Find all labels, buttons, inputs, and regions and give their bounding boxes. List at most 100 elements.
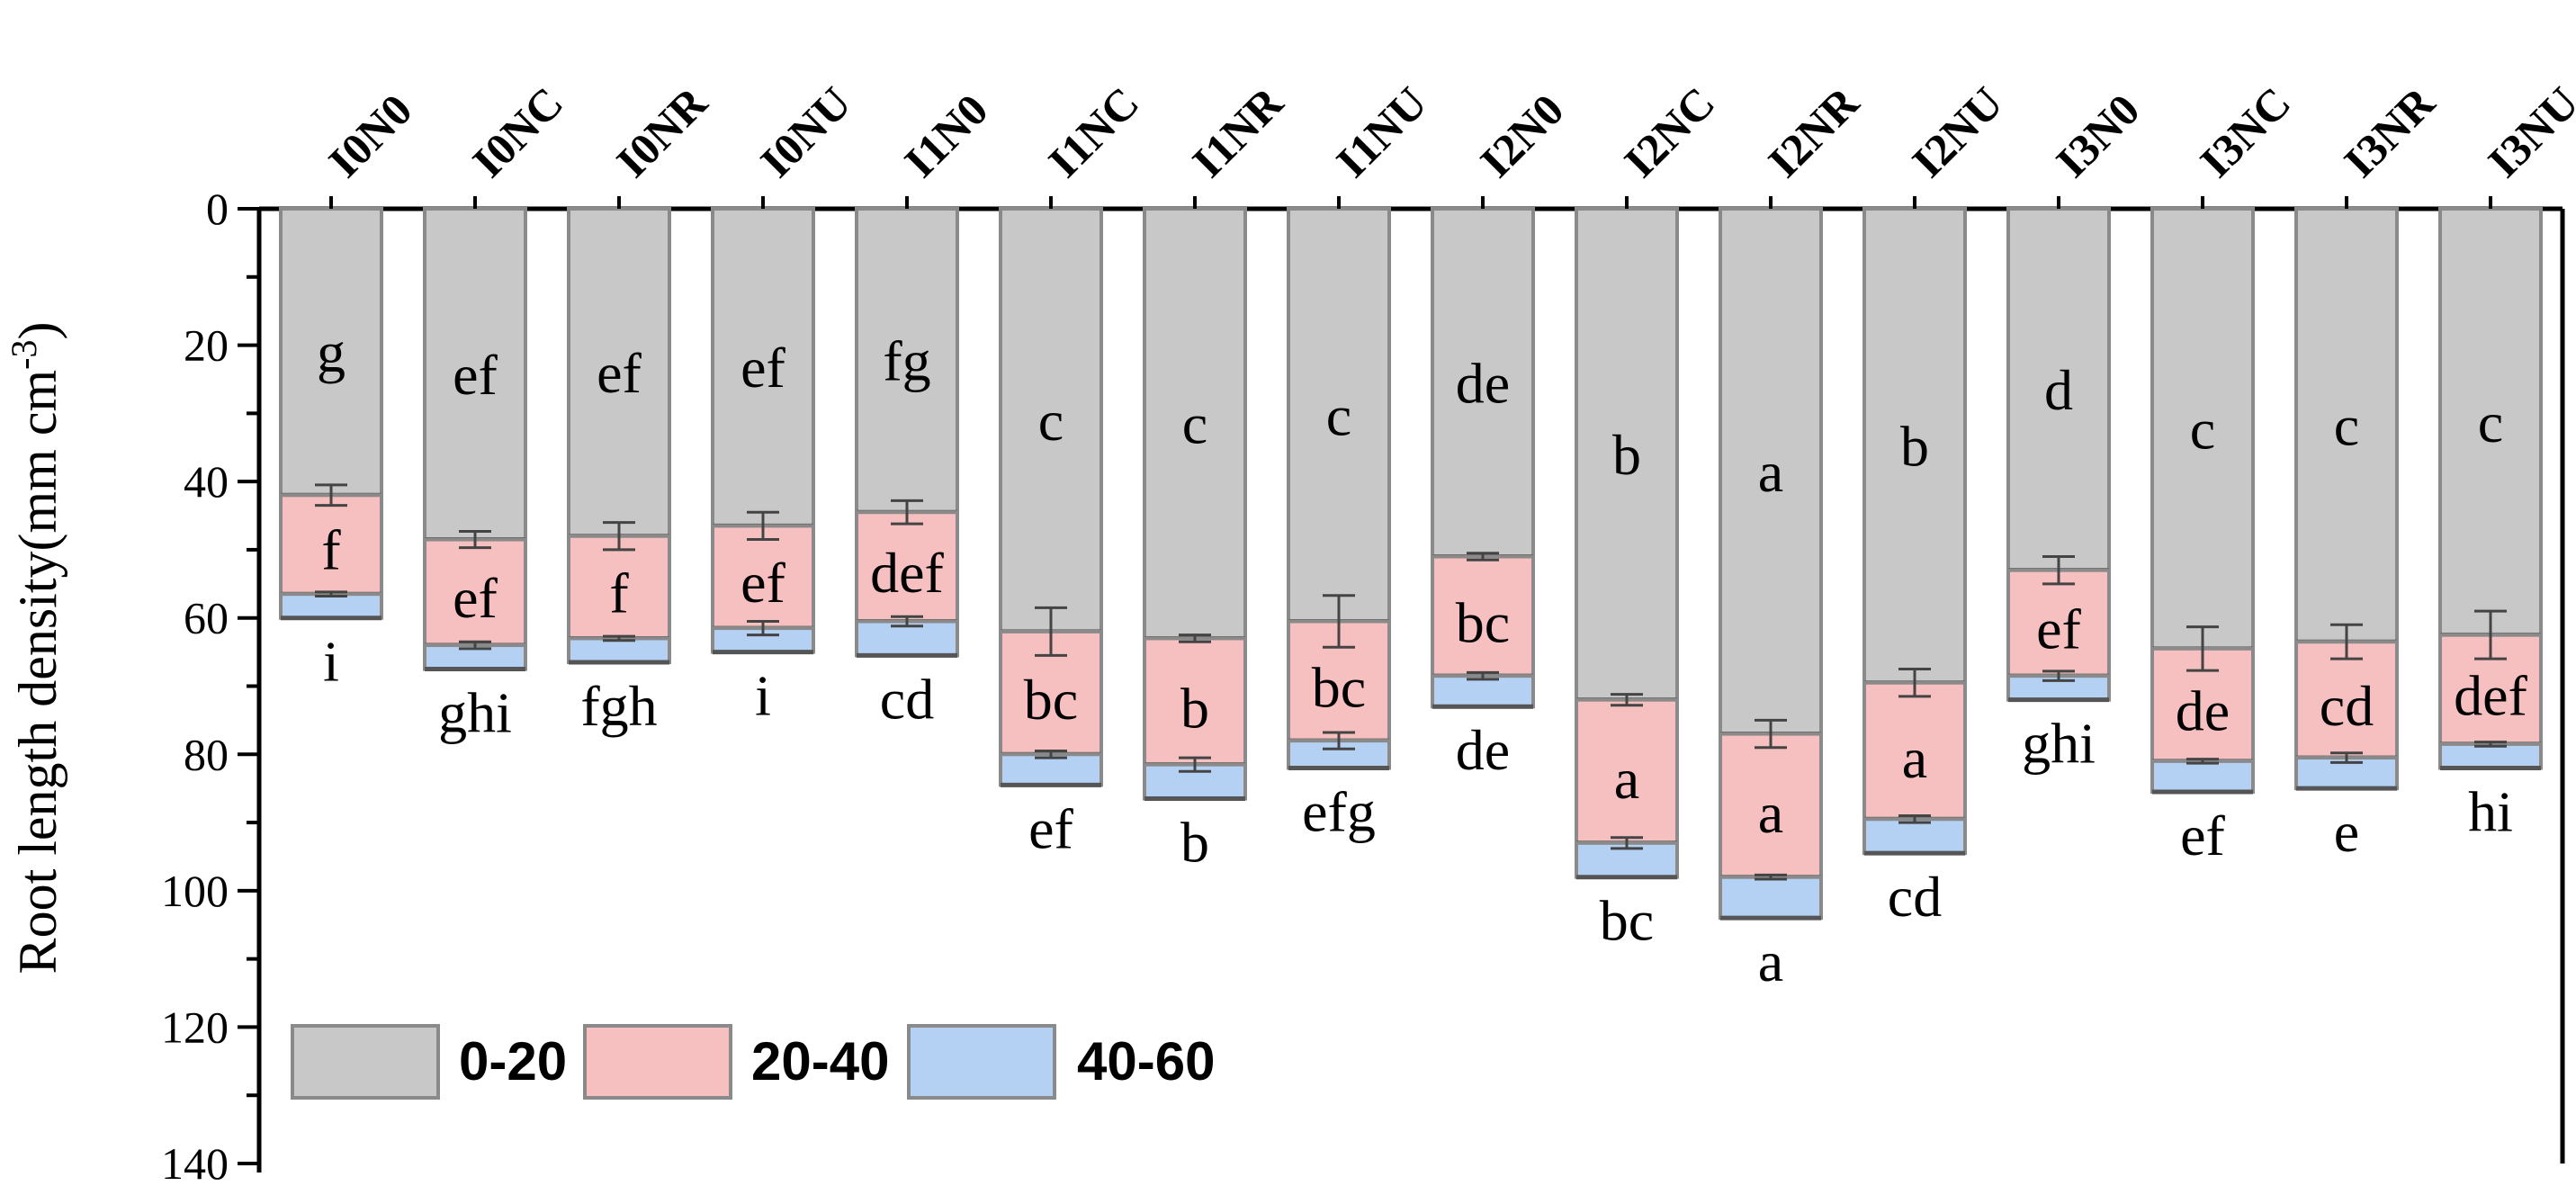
bars-group xyxy=(279,207,2543,921)
bar-segment-0-20 xyxy=(1575,207,1679,702)
significance-letter-20-40: ef xyxy=(740,551,785,615)
bar-segment-0-20 xyxy=(1431,207,1535,559)
y-tick-label: 100 xyxy=(161,866,229,916)
legend-swatch-40-60 xyxy=(907,1024,1056,1100)
bar-segment-40-60 xyxy=(1862,817,1967,856)
x-tick-label: I3NR xyxy=(2334,76,2445,187)
significance-letter-0-20: ef xyxy=(597,341,642,405)
significance-letter-20-40: bc xyxy=(1456,590,1510,654)
y-axis-title-suffix: ) xyxy=(8,322,67,340)
legend-swatch-0-20 xyxy=(291,1024,440,1100)
significance-letter-0-20: b xyxy=(1900,414,1929,478)
significance-letter-0-20: fg xyxy=(883,329,930,393)
significance-letter-40-60: de xyxy=(1456,718,1510,782)
y-tick-label: 0 xyxy=(206,184,229,234)
significance-letter-0-20: c xyxy=(1182,392,1207,456)
x-tick-label: I0NR xyxy=(606,76,717,187)
error-bars-group xyxy=(315,483,2507,881)
bar-segment-20-40 xyxy=(855,510,959,624)
significance-letters-group: gfiefefghiefffghefefifgdefcdcbcefcbbcbce… xyxy=(317,320,2528,993)
significance-letter-20-40: f xyxy=(321,518,341,582)
significance-letter-40-60: ghi xyxy=(2022,712,2096,776)
bar-segment-20-40 xyxy=(1719,732,1823,879)
x-tick-label: I1NU xyxy=(1326,77,1436,187)
y-tick-label: 80 xyxy=(184,729,229,779)
significance-letter-0-20: c xyxy=(2190,397,2215,461)
significance-letter-40-60: e xyxy=(2334,800,2359,864)
y-tick-label: 60 xyxy=(184,593,229,643)
significance-letter-40-60: efg xyxy=(1302,779,1376,843)
significance-letter-0-20: ef xyxy=(740,336,785,400)
x-tick-label: I0NC xyxy=(462,77,572,187)
significance-letter-20-40: f xyxy=(609,561,629,624)
y-tick-label: 140 xyxy=(161,1138,229,1186)
significance-letter-0-20: d xyxy=(2044,358,2073,422)
significance-letter-40-60: i xyxy=(323,630,339,694)
significance-letter-20-40: a xyxy=(1758,781,1783,845)
significance-letter-20-40: de xyxy=(2176,679,2230,743)
significance-letter-0-20: g xyxy=(317,320,346,384)
significance-letter-40-60: ef xyxy=(1028,796,1073,860)
x-axis: I0N0 I0NC I0NR I0NU I1N0 I1NC I1NR I1NU I2N0 I2NC… xyxy=(319,76,2576,209)
significance-letter-20-40: ef xyxy=(453,566,498,630)
bar-segment-20-40 xyxy=(2294,640,2399,760)
significance-letter-40-60: cd xyxy=(880,667,934,731)
significance-letter-20-40: cd xyxy=(2320,674,2374,738)
bar-segment-0-20 xyxy=(2294,207,2399,644)
y-tick-label: 40 xyxy=(184,456,229,507)
bar-segment-0-20 xyxy=(1719,207,1823,736)
significance-letter-0-20: ef xyxy=(453,343,498,407)
significance-letter-20-40: def xyxy=(870,541,944,605)
significance-letter-40-60: hi xyxy=(2468,779,2513,843)
bar-segment-0-20 xyxy=(1862,207,1967,685)
bar-segment-0-20 xyxy=(855,207,959,515)
x-tick-label: I2N0 xyxy=(1470,85,1573,187)
x-tick-label: I3N0 xyxy=(2046,85,2149,187)
x-tick-label: I1NR xyxy=(1182,76,1293,187)
legend-label-0-20: 0-20 xyxy=(459,1031,567,1092)
bar-segment-0-20 xyxy=(999,207,1103,633)
bar-segment-20-40 xyxy=(423,537,527,648)
bar-segment-40-60 xyxy=(2150,759,2255,794)
significance-letter-0-20: c xyxy=(2334,394,2359,458)
significance-letter-20-40: bc xyxy=(1024,668,1078,732)
y-axis: 0 20 40 60 80 100 120 140 xyxy=(161,184,259,1186)
bar-segment-0-20 xyxy=(711,207,815,528)
significance-letter-0-20: b xyxy=(1612,423,1641,487)
x-tick-label: I2NC xyxy=(1614,77,1724,187)
significance-letter-20-40: a xyxy=(1614,747,1639,811)
significance-letter-40-60: fgh xyxy=(580,674,657,738)
significance-letter-40-60: cd xyxy=(1888,865,1942,929)
legend-label-40-60: 40-60 xyxy=(1077,1031,1215,1092)
significance-letter-20-40: bc xyxy=(1312,655,1366,719)
legend-swatch-20-40 xyxy=(583,1024,732,1100)
significance-letter-40-60: ghi xyxy=(438,681,512,745)
x-tick-label: I2NR xyxy=(1758,76,1869,187)
y-tick-label: 20 xyxy=(184,320,229,371)
y-axis-title-main: Root length density(mm cm xyxy=(8,370,67,975)
significance-letter-0-20: a xyxy=(1758,440,1783,504)
bar-segment-40-60 xyxy=(1719,875,1823,921)
bar-segment-20-40 xyxy=(1862,680,1967,822)
bar-segment-40-60 xyxy=(2438,741,2543,770)
x-tick-label: I3NC xyxy=(2190,77,2300,187)
x-tick-label: I1N0 xyxy=(894,85,997,187)
significance-letter-0-20: c xyxy=(1038,389,1064,453)
significance-letter-40-60: a xyxy=(1758,930,1783,993)
bar-segment-40-60 xyxy=(567,636,671,664)
y-tick-label: 120 xyxy=(161,1002,229,1052)
significance-letter-20-40: a xyxy=(1902,726,1927,790)
x-tick-label: I0NU xyxy=(750,77,860,187)
significance-letter-40-60: b xyxy=(1180,811,1209,875)
y-axis-title: Root length density(mm cm-3) xyxy=(4,322,67,975)
bar-segment-40-60 xyxy=(279,592,383,620)
bar-segment-0-20 xyxy=(279,207,383,498)
x-tick-label: I1NC xyxy=(1038,77,1148,187)
x-tick-label: I2NU xyxy=(1902,77,2012,187)
significance-letter-0-20: c xyxy=(1326,383,1351,447)
significance-letter-20-40: ef xyxy=(2036,597,2081,660)
x-tick-label: I3NU xyxy=(2478,77,2576,187)
significance-letter-40-60: ef xyxy=(2180,804,2225,867)
significance-letter-40-60: bc xyxy=(1600,889,1654,953)
